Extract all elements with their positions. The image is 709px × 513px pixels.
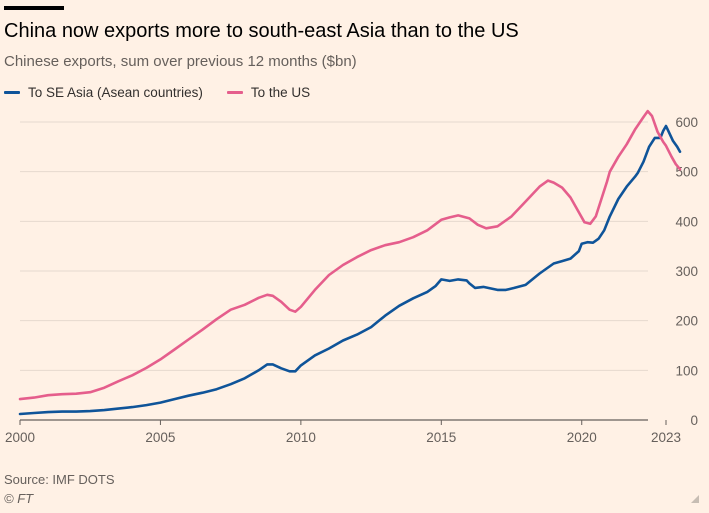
x-tick-label-2015: 2015 [426, 430, 456, 445]
legend-item-us: To the US [226, 85, 311, 100]
resize-handle-icon[interactable] [691, 495, 699, 503]
brand-bar [4, 6, 64, 10]
x-tick-label-2023: 2023 [651, 430, 681, 445]
y-tick-label-500: 500 [675, 165, 698, 180]
source-note: Source: IMF DOTS [4, 472, 115, 487]
legend-swatch-us [226, 91, 243, 94]
y-tick-label-400: 400 [675, 214, 698, 229]
y-tick-label-100: 100 [675, 363, 698, 378]
y-tick-label-300: 300 [675, 264, 698, 279]
y-tick-label-200: 200 [675, 314, 698, 329]
x-tick-label-2020: 2020 [567, 430, 597, 445]
chart-subtitle: Chinese exports, sum over previous 12 mo… [4, 53, 357, 70]
x-tick-label-2000: 2000 [5, 430, 35, 445]
legend: To SE Asia (Asean countries) To the US [4, 85, 334, 100]
legend-label-se-asia: To SE Asia (Asean countries) [28, 85, 203, 100]
legend-label-us: To the US [250, 85, 311, 100]
x-tick-label-2010: 2010 [286, 430, 316, 445]
series-line-us [18, 109, 682, 401]
line-chart: 0 100 200 300 400 500 600 2000 2005 2010 2015 2020 2… [5, 109, 698, 445]
legend-item-se-asia: To SE Asia (Asean countries) [4, 85, 203, 100]
y-tick-label-0: 0 [690, 413, 698, 428]
copyright-note: © FT [4, 491, 34, 506]
legend-swatch-se-asia [4, 91, 20, 94]
x-tick-label-2005: 2005 [145, 430, 175, 445]
chart-title: China now exports more to south-east Asi… [4, 20, 519, 42]
series-line-se-asia [18, 124, 682, 416]
y-tick-label-600: 600 [675, 115, 698, 130]
